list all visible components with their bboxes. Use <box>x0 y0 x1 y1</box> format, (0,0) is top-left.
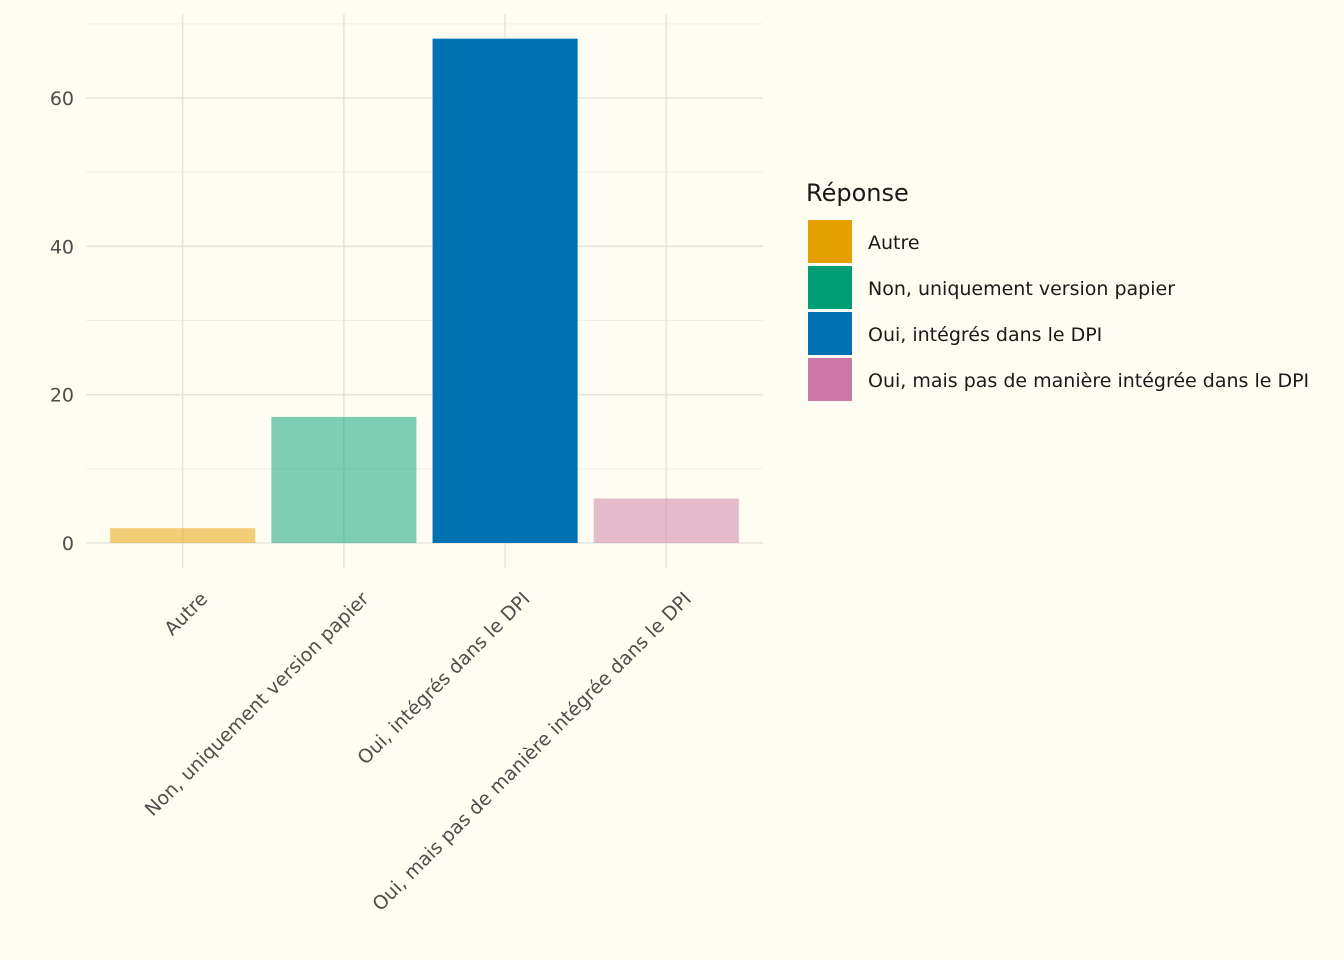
legend-swatch <box>808 266 852 309</box>
bar <box>432 38 578 544</box>
y-tick-label: 60 <box>50 88 74 110</box>
bar <box>110 528 256 543</box>
x-tick-label: Oui, intégrés dans le DPI <box>353 588 534 769</box>
bars <box>110 38 739 544</box>
x-tick-label: Oui, mais pas de manière intégrée dans l… <box>368 588 696 916</box>
bar <box>593 498 739 543</box>
grid <box>86 14 763 568</box>
x-tick-label: Autre <box>160 588 212 640</box>
legend-label: Oui, mais pas de manière intégrée dans l… <box>868 370 1309 392</box>
bar <box>271 416 417 543</box>
legend-label: Non, uniquement version papier <box>868 278 1175 300</box>
y-tick-label: 20 <box>50 385 74 407</box>
legend-swatch <box>808 358 852 401</box>
legend-swatch <box>808 312 852 355</box>
legend-swatch <box>808 220 852 263</box>
y-axis-ticks: 0 20 40 60 <box>50 88 74 555</box>
y-tick-label: 0 <box>62 533 74 555</box>
legend-label: Autre <box>868 232 920 254</box>
legend: Réponse Autre Non, uniquement version pap… <box>806 179 1309 401</box>
y-tick-label: 40 <box>50 236 74 258</box>
legend-title: Réponse <box>806 179 909 207</box>
legend-label: Oui, intégrés dans le DPI <box>868 324 1102 346</box>
